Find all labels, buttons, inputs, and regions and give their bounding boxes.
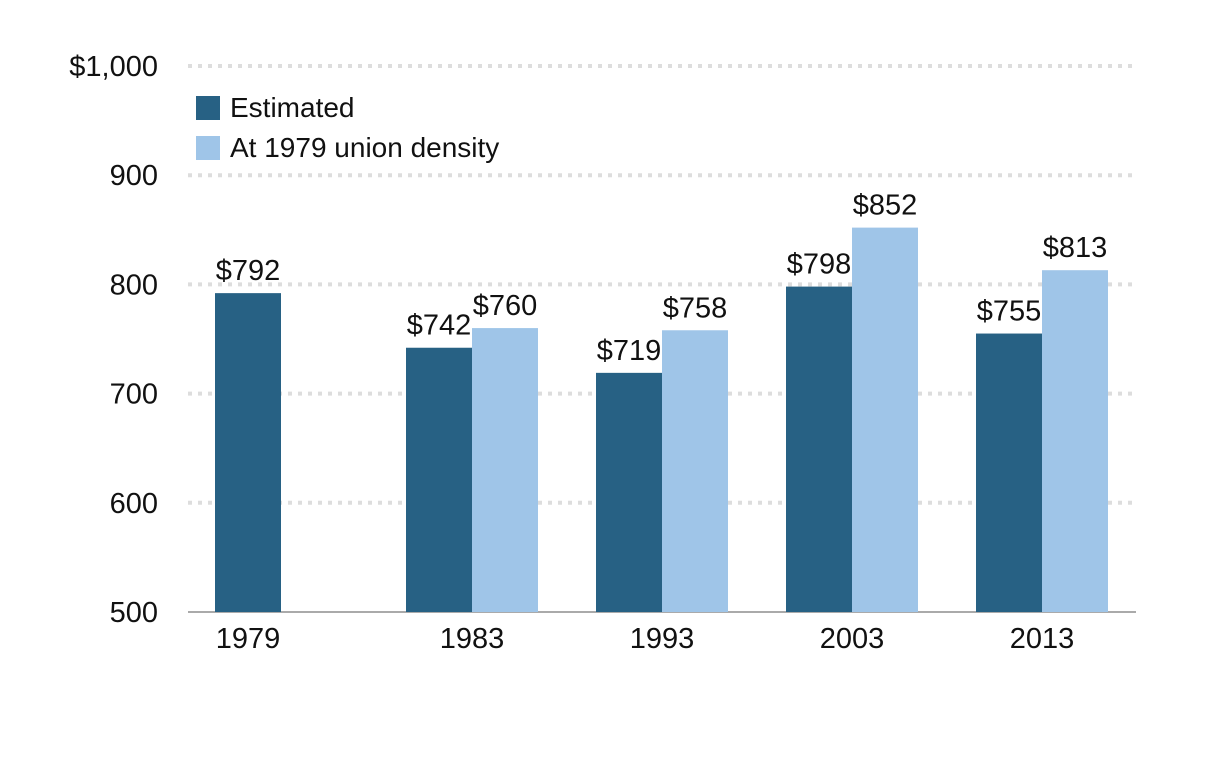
legend-swatch-0 <box>196 96 220 120</box>
y-axis-ticks: 500 600 700 800 900 $1,000 <box>69 51 158 629</box>
x-tick-label-1993: 1993 <box>630 623 695 655</box>
bar-at-1979-union-density-2003 <box>852 227 918 612</box>
data-label-1-1993: $758 <box>663 292 728 324</box>
legend-swatch-1 <box>196 136 220 160</box>
bar-estimated-2013 <box>976 333 1042 612</box>
x-tick-label-1979: 1979 <box>216 623 281 655</box>
bar-at-1979-union-density-1993 <box>662 330 728 612</box>
y-tick-label-4: 900 <box>110 160 158 192</box>
y-tick-label-0: 500 <box>110 597 158 629</box>
bar-estimated-2003 <box>786 286 852 612</box>
bars <box>215 227 1108 612</box>
data-label-0-2003: $798 <box>787 249 852 281</box>
data-label-1-1983: $760 <box>473 290 538 322</box>
data-label-0-1983: $742 <box>407 310 472 342</box>
x-axis-ticks: 1979 1983 1993 2003 2013 <box>216 623 1075 655</box>
bar-at-1979-union-density-1983 <box>472 328 538 612</box>
legend-label-1: At 1979 union density <box>230 132 499 163</box>
y-tick-label-3: 800 <box>110 269 158 301</box>
x-tick-label-2003: 2003 <box>820 623 885 655</box>
bar-estimated-1983 <box>406 347 472 612</box>
bar-estimated-1979 <box>215 293 281 612</box>
bar-at-1979-union-density-2013 <box>1042 270 1108 612</box>
legend-label-0: Estimated <box>230 92 355 123</box>
y-tick-label-1: 600 <box>110 488 158 520</box>
data-label-1-2013: $813 <box>1043 232 1108 264</box>
data-label-1-2003: $852 <box>853 190 918 222</box>
data-label-0-2013: $755 <box>977 296 1042 328</box>
y-tick-label-2: 700 <box>110 379 158 411</box>
x-tick-label-2013: 2013 <box>1010 623 1075 655</box>
x-tick-label-1983: 1983 <box>440 623 505 655</box>
y-tick-label-5: $1,000 <box>69 51 158 83</box>
data-label-0-1993: $719 <box>597 335 662 367</box>
legend: Estimated At 1979 union density <box>196 92 499 163</box>
data-label-0-1979: $792 <box>216 255 281 287</box>
bar-estimated-1993 <box>596 372 662 612</box>
data-labels: $792 $742$760 $719$758 $798$852 $755$813 <box>216 190 1108 367</box>
